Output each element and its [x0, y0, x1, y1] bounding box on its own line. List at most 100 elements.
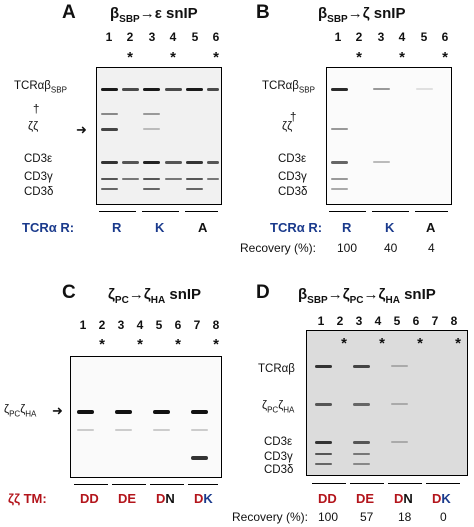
- gel-band: [207, 178, 219, 180]
- band-label-text: ζ: [4, 404, 10, 416]
- gel-band: [143, 88, 160, 91]
- band-label-text: ζ: [262, 400, 268, 412]
- row-label-tm: ζζ TM:: [8, 491, 47, 506]
- group-label: DK: [432, 491, 451, 506]
- star-marker: *: [417, 335, 423, 352]
- panel-a-title-main: β: [110, 5, 120, 22]
- recovery-value: 0: [440, 510, 447, 524]
- gel-band: [373, 161, 390, 163]
- recovery-label: Recovery (%):: [240, 241, 317, 255]
- band-label-tcr: TCRαβSBP: [14, 80, 67, 94]
- gel-band: [101, 88, 118, 91]
- gel-band: [77, 429, 94, 431]
- panel-b-title-main: β: [318, 5, 328, 22]
- lane-number: 5: [155, 318, 163, 332]
- panel-d-label: D: [256, 282, 270, 303]
- group-bracket: [426, 483, 460, 484]
- group-bracket: [329, 211, 366, 212]
- star-marker: *: [213, 49, 219, 66]
- lane-number: 1: [105, 30, 113, 44]
- group-bracket: [188, 484, 218, 485]
- band-label-zpc-zha: ζPCζHA: [262, 400, 294, 414]
- group-label: DE: [356, 491, 374, 506]
- gel-band: [143, 178, 160, 180]
- gel-band: [391, 403, 408, 405]
- gel-band: [331, 161, 348, 164]
- group-label-first: D: [194, 491, 204, 506]
- panel-b-gel: [326, 67, 452, 205]
- gel-band: [115, 410, 132, 414]
- group-label: DN: [156, 491, 175, 506]
- group-label: A: [426, 220, 436, 235]
- lane-number: 7: [193, 318, 201, 332]
- gel-band: [391, 441, 408, 443]
- group-label-first: D: [118, 491, 128, 506]
- gel-band: [165, 178, 182, 180]
- band-label-text: TCRαβ: [262, 80, 299, 92]
- group-label: DE: [118, 491, 136, 506]
- panel-a-label: A: [62, 2, 76, 23]
- lane-number: 2: [355, 30, 363, 44]
- arrow-right-icon: ➜: [76, 122, 87, 137]
- band-label-text: ζ: [278, 400, 284, 412]
- group-label: R: [112, 220, 122, 235]
- arrow-right-icon: ➜: [52, 403, 63, 418]
- row-label-tcra: TCRα R:: [22, 220, 75, 235]
- band-label-tcr: TCRαβSBP: [262, 80, 315, 94]
- group-label-first: D: [432, 491, 442, 506]
- gel-band: [143, 128, 160, 130]
- gel-band: [101, 188, 118, 190]
- gel-band: [101, 113, 118, 115]
- recovery-value: 40: [384, 241, 398, 255]
- gel-band: [143, 113, 160, 115]
- group-bracket: [372, 211, 409, 212]
- group-label-first: D: [80, 491, 90, 506]
- gel-band: [101, 178, 118, 180]
- panel-c-title-end: snIP: [165, 286, 202, 303]
- star-marker: *: [379, 335, 385, 352]
- gel-band: [353, 463, 370, 465]
- group-bracket: [415, 211, 448, 212]
- lane-number: 8: [450, 314, 458, 328]
- band-label-cd3g: CD3γ: [264, 451, 293, 463]
- lane-number: 6: [441, 30, 449, 44]
- dagger-marker: †: [290, 112, 297, 124]
- band-label-zz: ζζ: [28, 121, 39, 133]
- group-label: K: [385, 220, 395, 235]
- lane-number: 3: [117, 318, 125, 332]
- recovery-value: 18: [398, 510, 412, 524]
- band-label-cd3d: CD3δ: [264, 464, 294, 476]
- group-label-second: N: [403, 491, 413, 506]
- panel-c-label: C: [62, 282, 76, 303]
- recovery-label: Recovery (%):: [232, 510, 309, 524]
- group-label: DN: [394, 491, 413, 506]
- group-bracket: [142, 211, 179, 212]
- band-label-sub: HA: [283, 405, 295, 415]
- lane-number: 1: [317, 314, 325, 328]
- gel-band: [186, 188, 203, 190]
- panel-c-title-main: ζ: [108, 286, 115, 303]
- gel-band: [331, 128, 348, 130]
- panel-d-title-mid: →ζ: [327, 286, 350, 303]
- gel-band: [207, 161, 219, 164]
- star-marker: *: [455, 335, 461, 352]
- group-bracket: [150, 484, 184, 485]
- star-marker: *: [175, 336, 181, 353]
- group-bracket: [350, 483, 384, 484]
- band-label-sub: HA: [25, 409, 37, 419]
- group-label-first: D: [394, 491, 404, 506]
- panel-b-title-sub: SBP: [327, 14, 348, 25]
- gel-band: [191, 410, 208, 414]
- panel-a-title-rest: →ε snIP: [139, 5, 198, 22]
- group-label-first: D: [356, 491, 366, 506]
- group-bracket: [388, 483, 422, 484]
- lane-number: 2: [126, 30, 134, 44]
- panel-b-title: βSBP→ζ snIP: [318, 5, 405, 25]
- band-label-tcr: TCRαβ: [258, 363, 295, 375]
- panel-d-title-sub2: PC: [349, 295, 364, 306]
- gel-band: [122, 178, 139, 180]
- recovery-value: 4: [428, 241, 435, 255]
- panel-c-gel: [70, 356, 222, 478]
- gel-band: [153, 429, 170, 431]
- gel-band: [315, 463, 332, 465]
